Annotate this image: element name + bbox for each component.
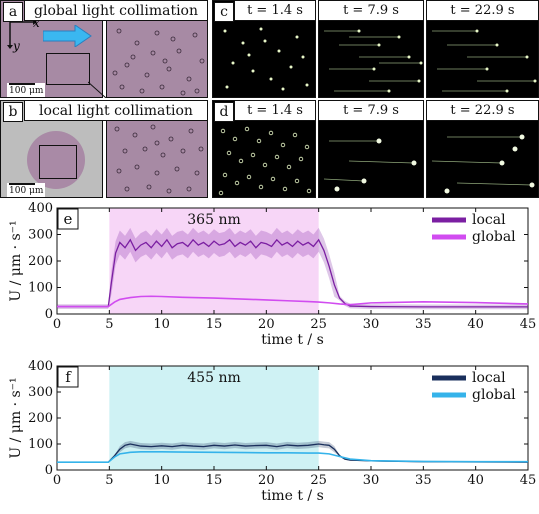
chart-e-xtick-label: 0 (53, 317, 61, 332)
chart-e-series-global (57, 295, 529, 308)
chart-f-ytick-label: 0 (45, 463, 53, 478)
chart-e-panel-letter-box (57, 208, 79, 230)
panel-d-time-3: t = 22.9 s (426, 100, 539, 121)
particles-a (112, 28, 205, 96)
tracks-c-3 (432, 29, 537, 93)
chart-e-ytick-label: 300 (28, 228, 53, 243)
tracks-d-3 (431, 134, 535, 194)
panel-d-time-1: t = 1.4 s (234, 100, 316, 121)
tracks-c-1 (223, 27, 309, 91)
chart-e-ytick-label: 400 (28, 201, 53, 216)
illumination-spot (27, 131, 85, 189)
chart-e-legend-label-global: global (472, 229, 516, 245)
chart-e-series-local-spread (57, 227, 528, 310)
chart-f-xlabel: time t / s (261, 488, 324, 504)
chart-e-xtick-label: 35 (415, 317, 432, 332)
chart-f-xtick-label: 45 (520, 473, 537, 488)
arrow-icon (42, 24, 93, 51)
chart-f-panel-letter-box (57, 366, 79, 388)
zoom-box (39, 145, 77, 179)
chart-e-xtick-label: 30 (363, 317, 380, 332)
chart-f: 0 5 10 15 20 25 30 35 40 45 0 100 200 300 400 time t / … (8, 359, 537, 504)
axis-x-label: x (33, 16, 40, 30)
chart-e-xtick-label: 15 (206, 317, 223, 332)
chart-f-xtick-label: 30 (363, 473, 380, 488)
panel-c-time-1: t = 1.4 s (234, 0, 316, 21)
chart-e-xtick-label: 40 (467, 317, 484, 332)
chart-f-ytick-label: 200 (28, 411, 53, 426)
zoom-box (46, 53, 90, 85)
chart-f-legend-label-global: global (472, 387, 516, 403)
chart-f-panel-letter: f (65, 368, 72, 386)
axis-y-label: y (13, 39, 20, 53)
panel-c-time-3: t = 22.9 s (426, 0, 539, 21)
chart-e-ytick-label: 200 (28, 254, 53, 269)
panel-a-zoom (106, 20, 208, 98)
chart-e-xlabel: time t / s (261, 332, 324, 348)
chart-e-xtick-label: 10 (153, 317, 170, 332)
chart-f-ylabel: U / μm · s⁻¹ (8, 377, 24, 458)
chart-e-ytick-label: 0 (45, 307, 53, 322)
tracks-c-2 (324, 29, 423, 93)
chart-e-wavelength-annotation: 365 nm (187, 212, 240, 228)
chart-f-xtick-label: 0 (53, 473, 61, 488)
zoom-lines-a (88, 52, 107, 98)
chart-e-legend-label-local: local (472, 212, 506, 228)
chart-e-series-local (57, 238, 528, 308)
panel-b-zoom (106, 120, 208, 198)
chart-e-xtick-label: 25 (310, 317, 327, 332)
scale-bar-b: 100 μm (7, 183, 46, 197)
tracks-d-2 (323, 138, 417, 192)
chart-f-xtick-label: 25 (310, 473, 327, 488)
panel-b-title: local light collimation (24, 100, 208, 121)
particles-b (114, 124, 204, 194)
panel-letter-c: c (214, 2, 234, 22)
panel-d-time-2: t = 7.9 s (318, 100, 424, 121)
chart-f-xtick-label: 15 (206, 473, 223, 488)
panel-letter-d: d (214, 102, 234, 122)
chart-f-legend-label-local: local (472, 370, 506, 386)
chart-f-xtick-label: 5 (105, 473, 113, 488)
chart-f-ytick-label: 300 (28, 385, 53, 400)
chart-f-ytick-label: 100 (28, 437, 53, 452)
chart-e-xtick-label: 20 (258, 317, 275, 332)
chart-e-xtick-label: 5 (105, 317, 113, 332)
chart-f-wavelength-annotation: 455 nm (187, 370, 240, 386)
tracks-d-1 (218, 126, 312, 196)
chart-e: 0 5 10 15 20 25 30 35 40 45 0 100 200 300 400 time t / … (8, 201, 537, 348)
scale-bar-a: 100 μm (7, 83, 46, 97)
chart-e-xtick-label: 45 (520, 317, 537, 332)
chart-e-ytick-label: 100 (28, 281, 53, 296)
panel-letter-a: a (3, 2, 23, 22)
chart-e-ylabel: U / μm · s⁻¹ (8, 220, 24, 301)
panel-c-time-2: t = 7.9 s (318, 0, 424, 21)
chart-f-xtick-label: 20 (258, 473, 275, 488)
chart-f-xtick-label: 10 (153, 473, 170, 488)
panel-a-title: global light collimation (24, 0, 208, 21)
chart-f-ytick-label: 400 (28, 359, 53, 374)
chart-f-xtick-label: 35 (415, 473, 432, 488)
chart-f-xtick-label: 40 (467, 473, 484, 488)
chart-e-panel-letter: e (64, 210, 73, 228)
chart-f-series-global (57, 451, 528, 463)
panel-letter-b: b (3, 102, 23, 122)
